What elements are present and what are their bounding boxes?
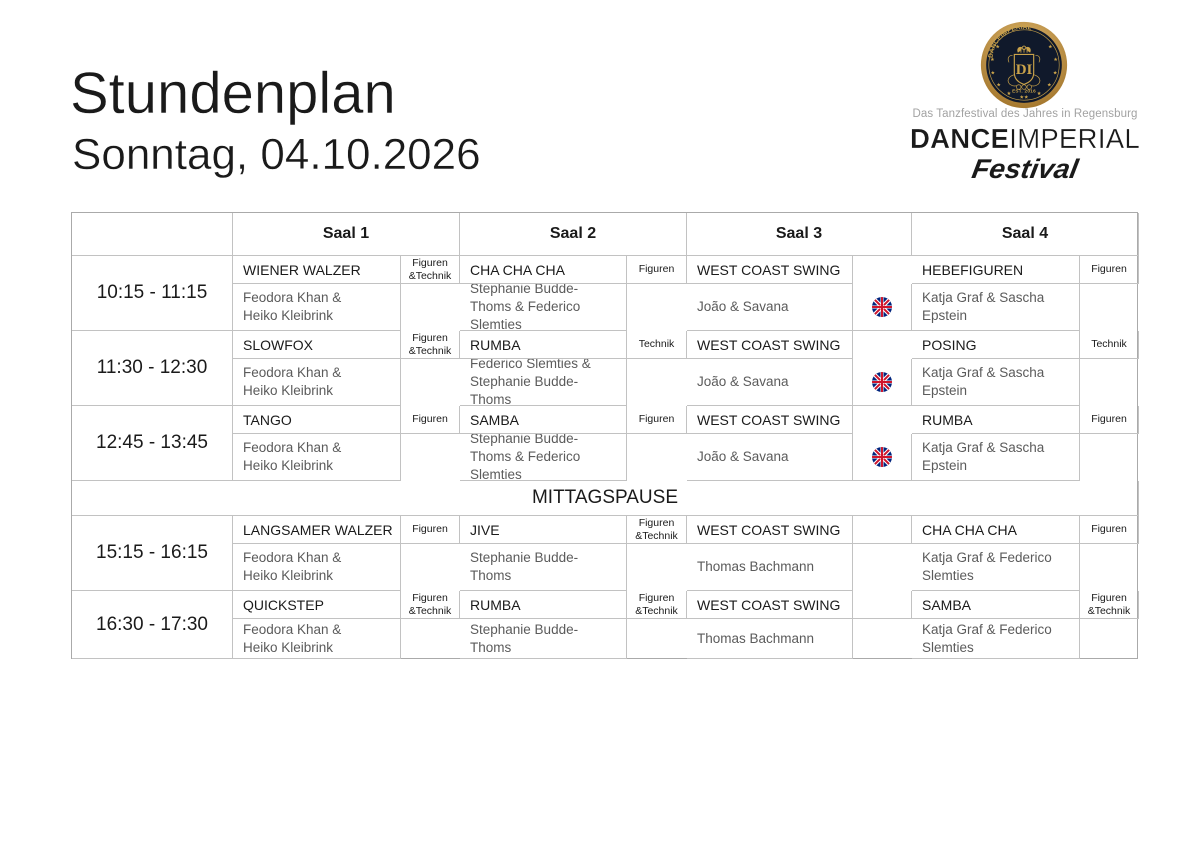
svg-text:DI: DI [1016,62,1033,78]
